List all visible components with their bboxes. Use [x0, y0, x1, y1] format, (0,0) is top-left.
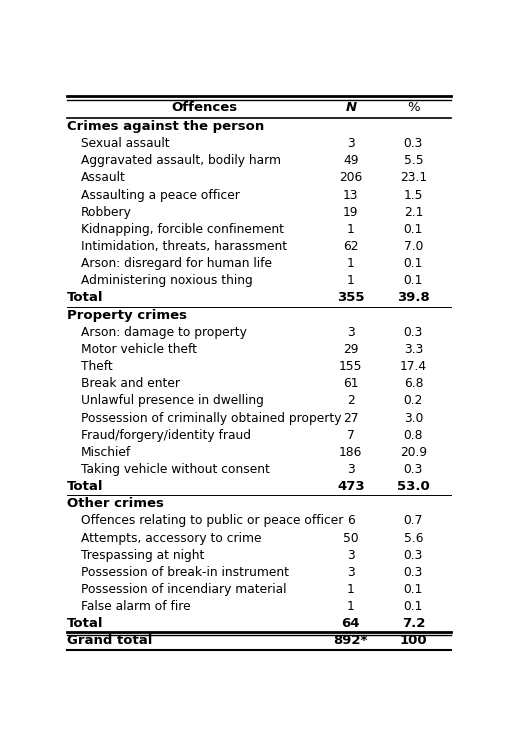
Text: 1: 1 — [347, 274, 355, 287]
Text: 0.1: 0.1 — [403, 583, 423, 596]
Text: Motor vehicle theft: Motor vehicle theft — [81, 343, 197, 356]
Text: Robbery: Robbery — [81, 206, 132, 218]
Text: Intimidation, threats, harassment: Intimidation, threats, harassment — [81, 240, 287, 253]
Text: 2.1: 2.1 — [403, 206, 423, 218]
Text: 2: 2 — [347, 394, 355, 408]
Text: 1: 1 — [347, 223, 355, 236]
Text: 3: 3 — [347, 566, 355, 579]
Text: 1: 1 — [347, 583, 355, 596]
Text: 62: 62 — [343, 240, 359, 253]
Text: 27: 27 — [343, 411, 359, 424]
Text: Assaulting a peace officer: Assaulting a peace officer — [81, 188, 239, 202]
Text: 355: 355 — [337, 292, 365, 304]
Text: 0.8: 0.8 — [403, 429, 423, 442]
Text: 6: 6 — [347, 515, 355, 528]
Text: Kidnapping, forcible confinement: Kidnapping, forcible confinement — [81, 223, 284, 236]
Text: Fraud/forgery/identity fraud: Fraud/forgery/identity fraud — [81, 429, 251, 442]
Text: 53.0: 53.0 — [397, 480, 430, 493]
Text: 892*: 892* — [334, 635, 368, 647]
Text: N: N — [345, 100, 357, 114]
Text: 6.8: 6.8 — [403, 377, 423, 390]
Text: 7.2: 7.2 — [401, 617, 425, 630]
Text: 0.3: 0.3 — [403, 566, 423, 579]
Text: 155: 155 — [339, 360, 363, 373]
Text: Total: Total — [67, 292, 104, 304]
Text: 0.3: 0.3 — [403, 325, 423, 339]
Text: Attempts, accessory to crime: Attempts, accessory to crime — [81, 531, 261, 545]
Text: Crimes against the person: Crimes against the person — [67, 120, 264, 133]
Text: 7.0: 7.0 — [403, 240, 423, 253]
Text: 473: 473 — [337, 480, 365, 493]
Text: 20.9: 20.9 — [400, 446, 427, 459]
Text: Taking vehicle without consent: Taking vehicle without consent — [81, 463, 270, 476]
Text: Possession of criminally obtained property: Possession of criminally obtained proper… — [81, 411, 341, 424]
Text: Total: Total — [67, 617, 104, 630]
Text: Other crimes: Other crimes — [67, 497, 164, 510]
Text: 3.0: 3.0 — [403, 411, 423, 424]
Text: 17.4: 17.4 — [400, 360, 427, 373]
Text: Trespassing at night: Trespassing at night — [81, 549, 204, 561]
Text: Unlawful presence in dwelling: Unlawful presence in dwelling — [81, 394, 264, 408]
Text: 0.1: 0.1 — [403, 274, 423, 287]
Text: 5.6: 5.6 — [403, 531, 423, 545]
Text: 3: 3 — [347, 549, 355, 561]
Text: 49: 49 — [343, 154, 359, 167]
Text: 50: 50 — [343, 531, 359, 545]
Text: Total: Total — [67, 480, 104, 493]
Text: 0.2: 0.2 — [403, 394, 423, 408]
Text: Aggravated assault, bodily harm: Aggravated assault, bodily harm — [81, 154, 281, 167]
Text: 0.1: 0.1 — [403, 223, 423, 236]
Text: 19: 19 — [343, 206, 359, 218]
Text: 0.3: 0.3 — [403, 137, 423, 150]
Text: Possession of break-in instrument: Possession of break-in instrument — [81, 566, 289, 579]
Text: Grand total: Grand total — [67, 635, 153, 647]
Text: Assault: Assault — [81, 172, 126, 185]
Text: %: % — [407, 100, 420, 114]
Text: 1: 1 — [347, 257, 355, 270]
Text: 61: 61 — [343, 377, 359, 390]
Text: Mischief: Mischief — [81, 446, 131, 459]
Text: Property crimes: Property crimes — [67, 309, 187, 322]
Text: Arson: damage to property: Arson: damage to property — [81, 325, 246, 339]
Text: Theft: Theft — [81, 360, 113, 373]
Text: 206: 206 — [339, 172, 363, 185]
Text: 3: 3 — [347, 463, 355, 476]
Text: 3.3: 3.3 — [403, 343, 423, 356]
Text: 0.3: 0.3 — [403, 549, 423, 561]
Text: 0.1: 0.1 — [403, 257, 423, 270]
Text: 13: 13 — [343, 188, 359, 202]
Text: Offences: Offences — [171, 100, 237, 114]
Text: 5.5: 5.5 — [403, 154, 423, 167]
Text: 3: 3 — [347, 325, 355, 339]
Text: 1: 1 — [347, 600, 355, 614]
Text: 39.8: 39.8 — [397, 292, 430, 304]
Text: 64: 64 — [341, 617, 360, 630]
Text: Break and enter: Break and enter — [81, 377, 180, 390]
Text: 29: 29 — [343, 343, 359, 356]
Text: Arson: disregard for human life: Arson: disregard for human life — [81, 257, 272, 270]
Text: Administering noxious thing: Administering noxious thing — [81, 274, 252, 287]
Text: 3: 3 — [347, 137, 355, 150]
Text: 23.1: 23.1 — [400, 172, 427, 185]
Text: 186: 186 — [339, 446, 363, 459]
Text: 7: 7 — [347, 429, 355, 442]
Text: 100: 100 — [399, 635, 427, 647]
Text: Possession of incendiary material: Possession of incendiary material — [81, 583, 286, 596]
Text: Offences relating to public or peace officer: Offences relating to public or peace off… — [81, 515, 343, 528]
Text: False alarm of fire: False alarm of fire — [81, 600, 190, 614]
Text: 1.5: 1.5 — [403, 188, 423, 202]
Text: 0.3: 0.3 — [403, 463, 423, 476]
Text: 0.7: 0.7 — [403, 515, 423, 528]
Text: Sexual assault: Sexual assault — [81, 137, 169, 150]
Text: 0.1: 0.1 — [403, 600, 423, 614]
